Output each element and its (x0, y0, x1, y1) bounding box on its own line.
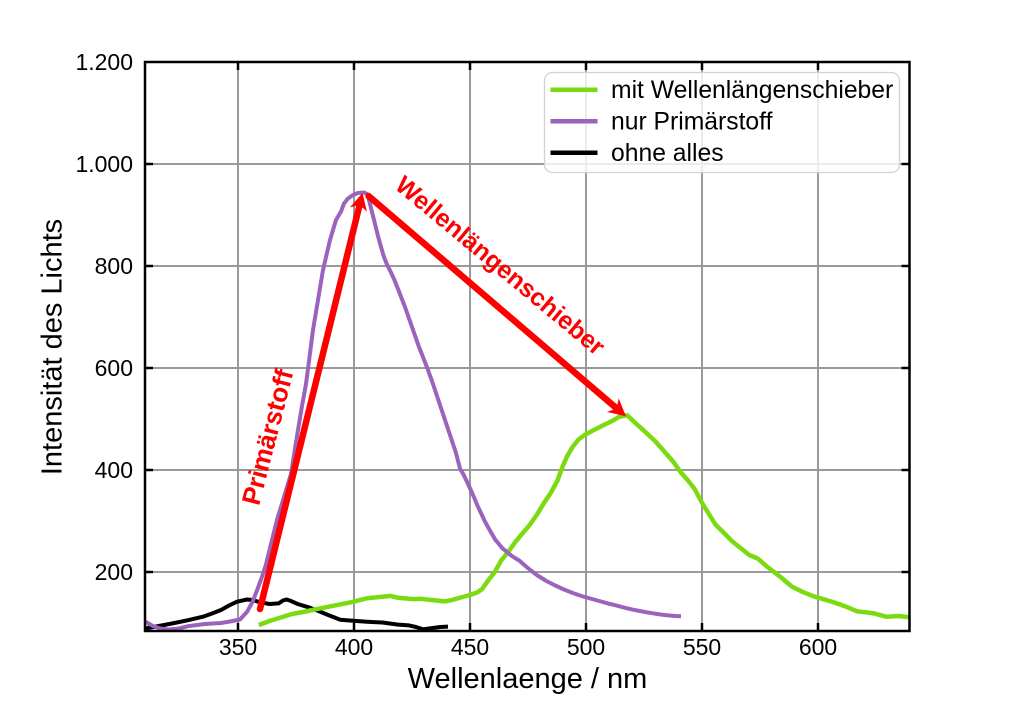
svg-text:450: 450 (451, 634, 489, 660)
svg-text:1.200: 1.200 (75, 49, 133, 75)
svg-text:550: 550 (683, 634, 721, 660)
svg-text:500: 500 (567, 634, 605, 660)
svg-text:400: 400 (335, 634, 373, 660)
svg-text:400: 400 (95, 457, 133, 483)
svg-text:600: 600 (799, 634, 837, 660)
svg-text:1.000: 1.000 (75, 151, 133, 177)
svg-text:Wellenlaenge / nm: Wellenlaenge / nm (408, 663, 648, 695)
svg-text:800: 800 (95, 253, 133, 279)
svg-text:nur Primärstoff: nur Primärstoff (611, 109, 773, 136)
svg-text:350: 350 (219, 634, 257, 660)
svg-text:ohne alles: ohne alles (611, 140, 724, 167)
svg-text:Intensität des Lichts: Intensität des Lichts (37, 219, 69, 475)
svg-text:200: 200 (95, 559, 133, 585)
svg-text:mit Wellenlängenschieber: mit Wellenlängenschieber (611, 77, 893, 104)
svg-text:600: 600 (95, 355, 133, 381)
